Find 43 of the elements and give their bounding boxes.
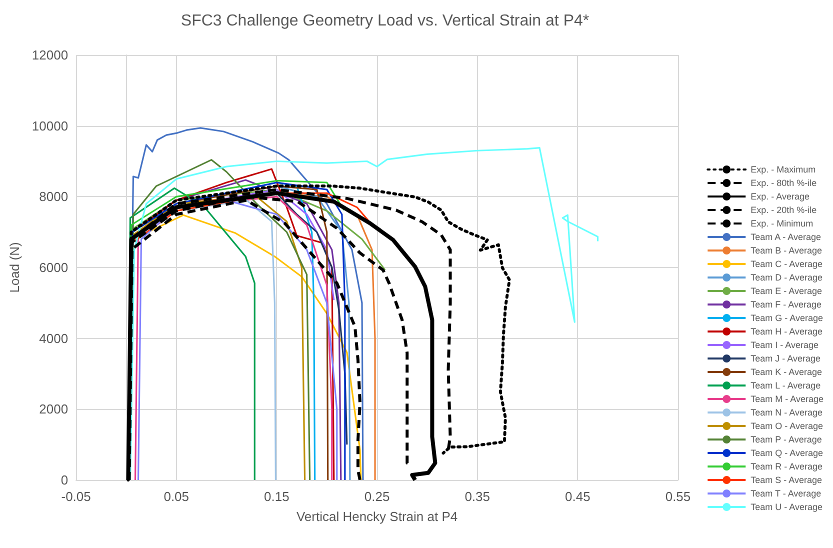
x-axis-title: Vertical Hencky Strain at P4	[296, 509, 458, 524]
y-tick-label: 12000	[32, 48, 68, 62]
legend-label: Exp. - 20th %-ile	[750, 205, 817, 215]
legend-label: Exp. - 80th %-ile	[750, 178, 817, 188]
legend-label: Team G - Average	[750, 313, 824, 323]
y-tick-label: 6000	[39, 260, 68, 275]
legend-label: Team M - Average	[750, 394, 824, 404]
legend-label: Exp. - Minimum	[750, 218, 814, 228]
legend-label: Team S - Average	[750, 475, 822, 485]
legend-label: Team J - Average	[750, 354, 821, 364]
legend-label: Team T - Average	[750, 488, 822, 498]
legend-label: Team N - Average	[750, 408, 823, 418]
y-tick-label: 8000	[39, 189, 68, 204]
x-tick-label: -0.05	[61, 489, 91, 504]
legend-label: Team K - Average	[750, 367, 822, 377]
legend-label: Team C - Average	[750, 259, 823, 269]
chart-title: SFC3 Challenge Geometry Load vs. Vertical Strain at P4*	[180, 12, 590, 30]
legend-label: Team I - Average	[750, 340, 819, 350]
y-tick-label: 10000	[32, 118, 68, 134]
legend-label: Team D - Average	[750, 272, 823, 282]
legend-label: Team F - Average	[750, 300, 822, 310]
y-tick-label: 0	[60, 472, 68, 488]
legend-label: Team O - Average	[750, 421, 824, 431]
x-tick-label: 0.55	[665, 489, 691, 504]
x-tick-label: 0.25	[364, 489, 390, 504]
y-axis-title: Load (N)	[7, 242, 22, 293]
legend-label: Team P - Average	[750, 434, 822, 444]
x-tick-label: 0.15	[264, 489, 290, 504]
legend-label: Team H - Average	[750, 326, 823, 336]
legend-label: Team L - Average	[750, 380, 821, 390]
legend-label: Exp. - Average	[750, 192, 810, 202]
y-tick-label: 2000	[39, 402, 68, 417]
x-tick-label: 0.45	[565, 489, 590, 504]
legend-label: Team B - Average	[750, 246, 822, 256]
x-tick-label: 0.35	[464, 489, 490, 504]
legend-label: Exp. - Maximum	[750, 164, 816, 174]
legend-label: Team A - Average	[750, 232, 822, 242]
legend-label: Team E - Average	[750, 286, 822, 296]
x-tick-label: 0.05	[164, 489, 190, 504]
legend-label: Team Q - Average	[750, 448, 824, 458]
legend-label: Team R - Average	[750, 462, 823, 472]
legend-label: Team U - Average	[750, 502, 823, 512]
y-tick-label: 4000	[39, 330, 68, 346]
